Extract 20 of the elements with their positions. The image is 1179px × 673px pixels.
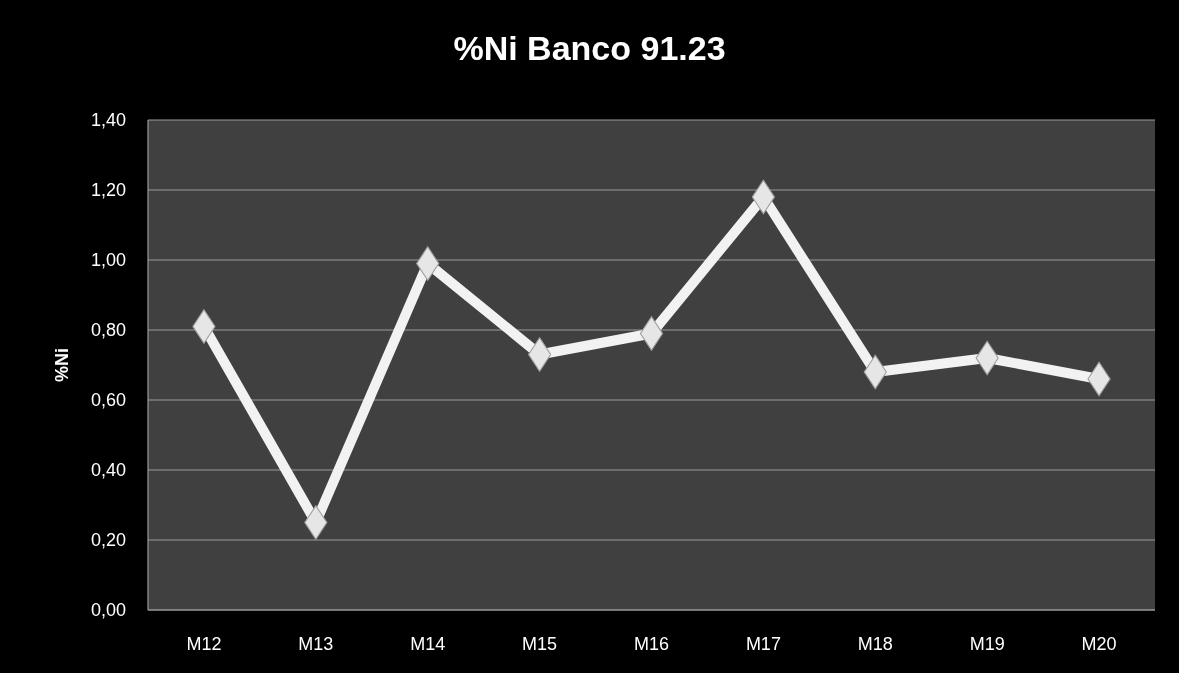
y-tick-label: 0,60: [90, 390, 126, 411]
x-tick-label: M20: [1081, 634, 1117, 654]
y-tick-label: 0,20: [90, 530, 126, 551]
y-tick-label: 1,20: [90, 180, 126, 201]
x-tick-label: M15: [522, 634, 558, 654]
chart-title: %Ni Banco 91.23: [453, 29, 726, 67]
y-tick-label: 1,40: [90, 110, 126, 131]
x-tick-label: M16: [633, 634, 670, 654]
y-tick-label: 1,00: [90, 250, 126, 271]
y-axis-title: %Ni: [52, 347, 72, 383]
point: [639, 316, 664, 351]
x-tick-label: M17: [745, 634, 781, 654]
x-tick-label: M12: [186, 634, 222, 654]
x-tick-label: M18: [857, 634, 893, 654]
y-tick-label: 0,40: [90, 460, 126, 481]
y-tick-label: 0,80: [90, 320, 126, 341]
x-tick-label: M13: [298, 634, 334, 654]
y-tick-label: 0,00: [90, 600, 126, 621]
x-tick-label: M19: [969, 634, 1005, 654]
x-tick-label: M14: [410, 634, 446, 654]
